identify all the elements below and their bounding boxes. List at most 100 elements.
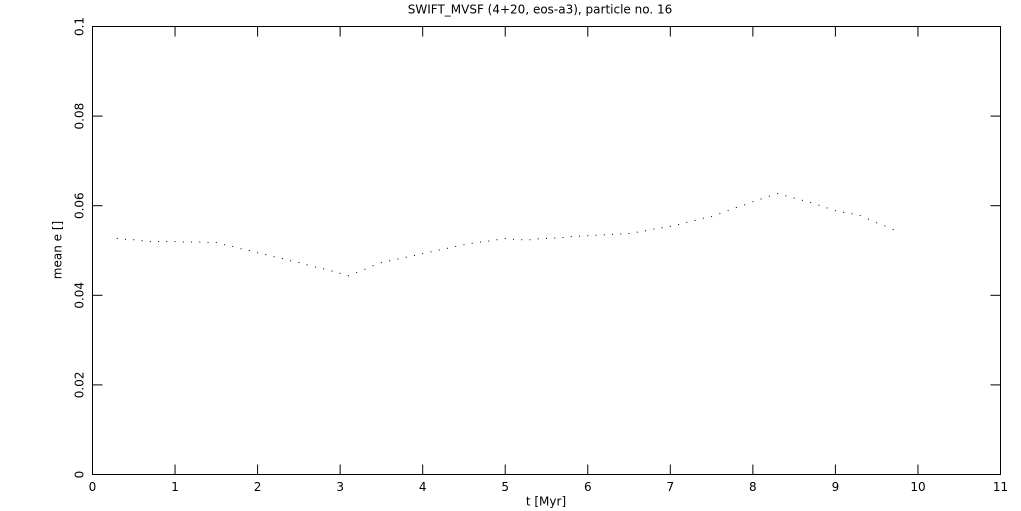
data-point: [199, 241, 201, 243]
data-point: [587, 235, 589, 237]
data-point: [711, 215, 713, 217]
x-tick-label: 4: [419, 480, 427, 494]
data-point: [240, 248, 242, 250]
data-point: [768, 195, 770, 197]
data-point: [735, 206, 737, 208]
x-tick-label: 11: [993, 480, 1008, 494]
data-point: [446, 247, 448, 249]
data-point: [801, 199, 803, 201]
data-point: [546, 237, 547, 239]
data-point: [339, 272, 341, 274]
data-point: [364, 268, 366, 270]
data-point: [479, 241, 481, 243]
data-point: [191, 241, 193, 243]
data-point: [595, 234, 597, 236]
data-point: [892, 228, 894, 230]
data-point: [265, 254, 267, 256]
data-point: [719, 212, 721, 214]
data-point: [620, 233, 622, 235]
y-axis-label: mean e []: [51, 221, 65, 279]
data-point: [884, 225, 886, 227]
data-point: [521, 239, 523, 241]
data-point: [628, 232, 630, 234]
y-tick-label: 0.02: [73, 372, 87, 399]
data-point: [290, 260, 292, 262]
data-point: [537, 238, 539, 240]
x-tick-label: 5: [501, 480, 509, 494]
data-point: [834, 210, 836, 212]
data-point: [471, 242, 473, 244]
data-point: [248, 250, 250, 251]
data-point: [347, 275, 349, 277]
x-tick-label: 2: [254, 480, 262, 494]
data-point: [554, 237, 556, 239]
data-point: [149, 241, 151, 243]
data-point: [306, 264, 308, 266]
y-tick-label: 0.06: [73, 192, 87, 219]
data-point: [422, 253, 424, 255]
data-point: [257, 252, 259, 254]
data-point: [413, 254, 415, 256]
x-tick-label: 8: [749, 480, 757, 494]
data-point: [273, 256, 275, 258]
data-point: [215, 241, 217, 243]
y-tick-label: 0: [73, 471, 87, 479]
data-point: [760, 198, 762, 200]
data-point: [702, 217, 704, 219]
y-tick-label: 0.04: [73, 282, 87, 309]
data-point: [463, 244, 465, 246]
data-point: [867, 218, 869, 220]
x-tick-label: 0: [89, 480, 97, 494]
data-point: [298, 262, 300, 264]
data-point: [562, 237, 564, 239]
data-point: [752, 201, 754, 203]
data-point: [331, 270, 333, 272]
data-point: [232, 245, 234, 247]
data-point: [133, 239, 135, 241]
data-point: [158, 241, 160, 243]
x-tick-label: 3: [336, 480, 344, 494]
data-point: [579, 235, 581, 237]
data-point: [504, 237, 506, 239]
data-point: [182, 241, 184, 243]
data-point: [859, 215, 861, 217]
data-point: [744, 204, 746, 206]
data-point: [777, 193, 779, 195]
data-point: [389, 260, 391, 262]
data-point: [686, 221, 688, 223]
data-point: [380, 262, 382, 264]
y-tick-label: 0.1: [73, 17, 87, 36]
data-point: [323, 268, 325, 270]
data-point: [851, 213, 853, 215]
data-point: [678, 224, 680, 226]
data-point: [529, 239, 531, 241]
data-point: [496, 239, 498, 241]
data-point: [224, 244, 226, 246]
x-tick-label: 7: [666, 480, 674, 494]
x-tick-label: 9: [832, 480, 840, 494]
plot-frame: [92, 26, 1001, 475]
data-point: [727, 210, 729, 212]
data-point: [669, 225, 671, 227]
data-point: [843, 211, 845, 213]
data-point: [141, 240, 143, 242]
data-point: [612, 233, 614, 235]
data-point: [488, 240, 490, 242]
data-point: [694, 219, 696, 221]
data-point: [818, 204, 820, 206]
data-point: [356, 271, 358, 273]
data-point: [512, 238, 514, 240]
data-point: [116, 237, 118, 239]
data-point: [876, 222, 878, 224]
chart-title: SWIFT_MVSF (4+20, eos-a3), particle no. …: [408, 3, 673, 17]
x-axis-label: t [Myr]: [526, 495, 566, 509]
data-point: [793, 197, 795, 199]
y-tick-label: 0.08: [73, 103, 87, 130]
x-tick-label: 10: [910, 480, 925, 494]
data-point: [653, 228, 655, 230]
data-point: [281, 258, 283, 260]
data-point: [645, 230, 647, 232]
data-point: [603, 234, 605, 236]
data-point: [438, 249, 440, 251]
